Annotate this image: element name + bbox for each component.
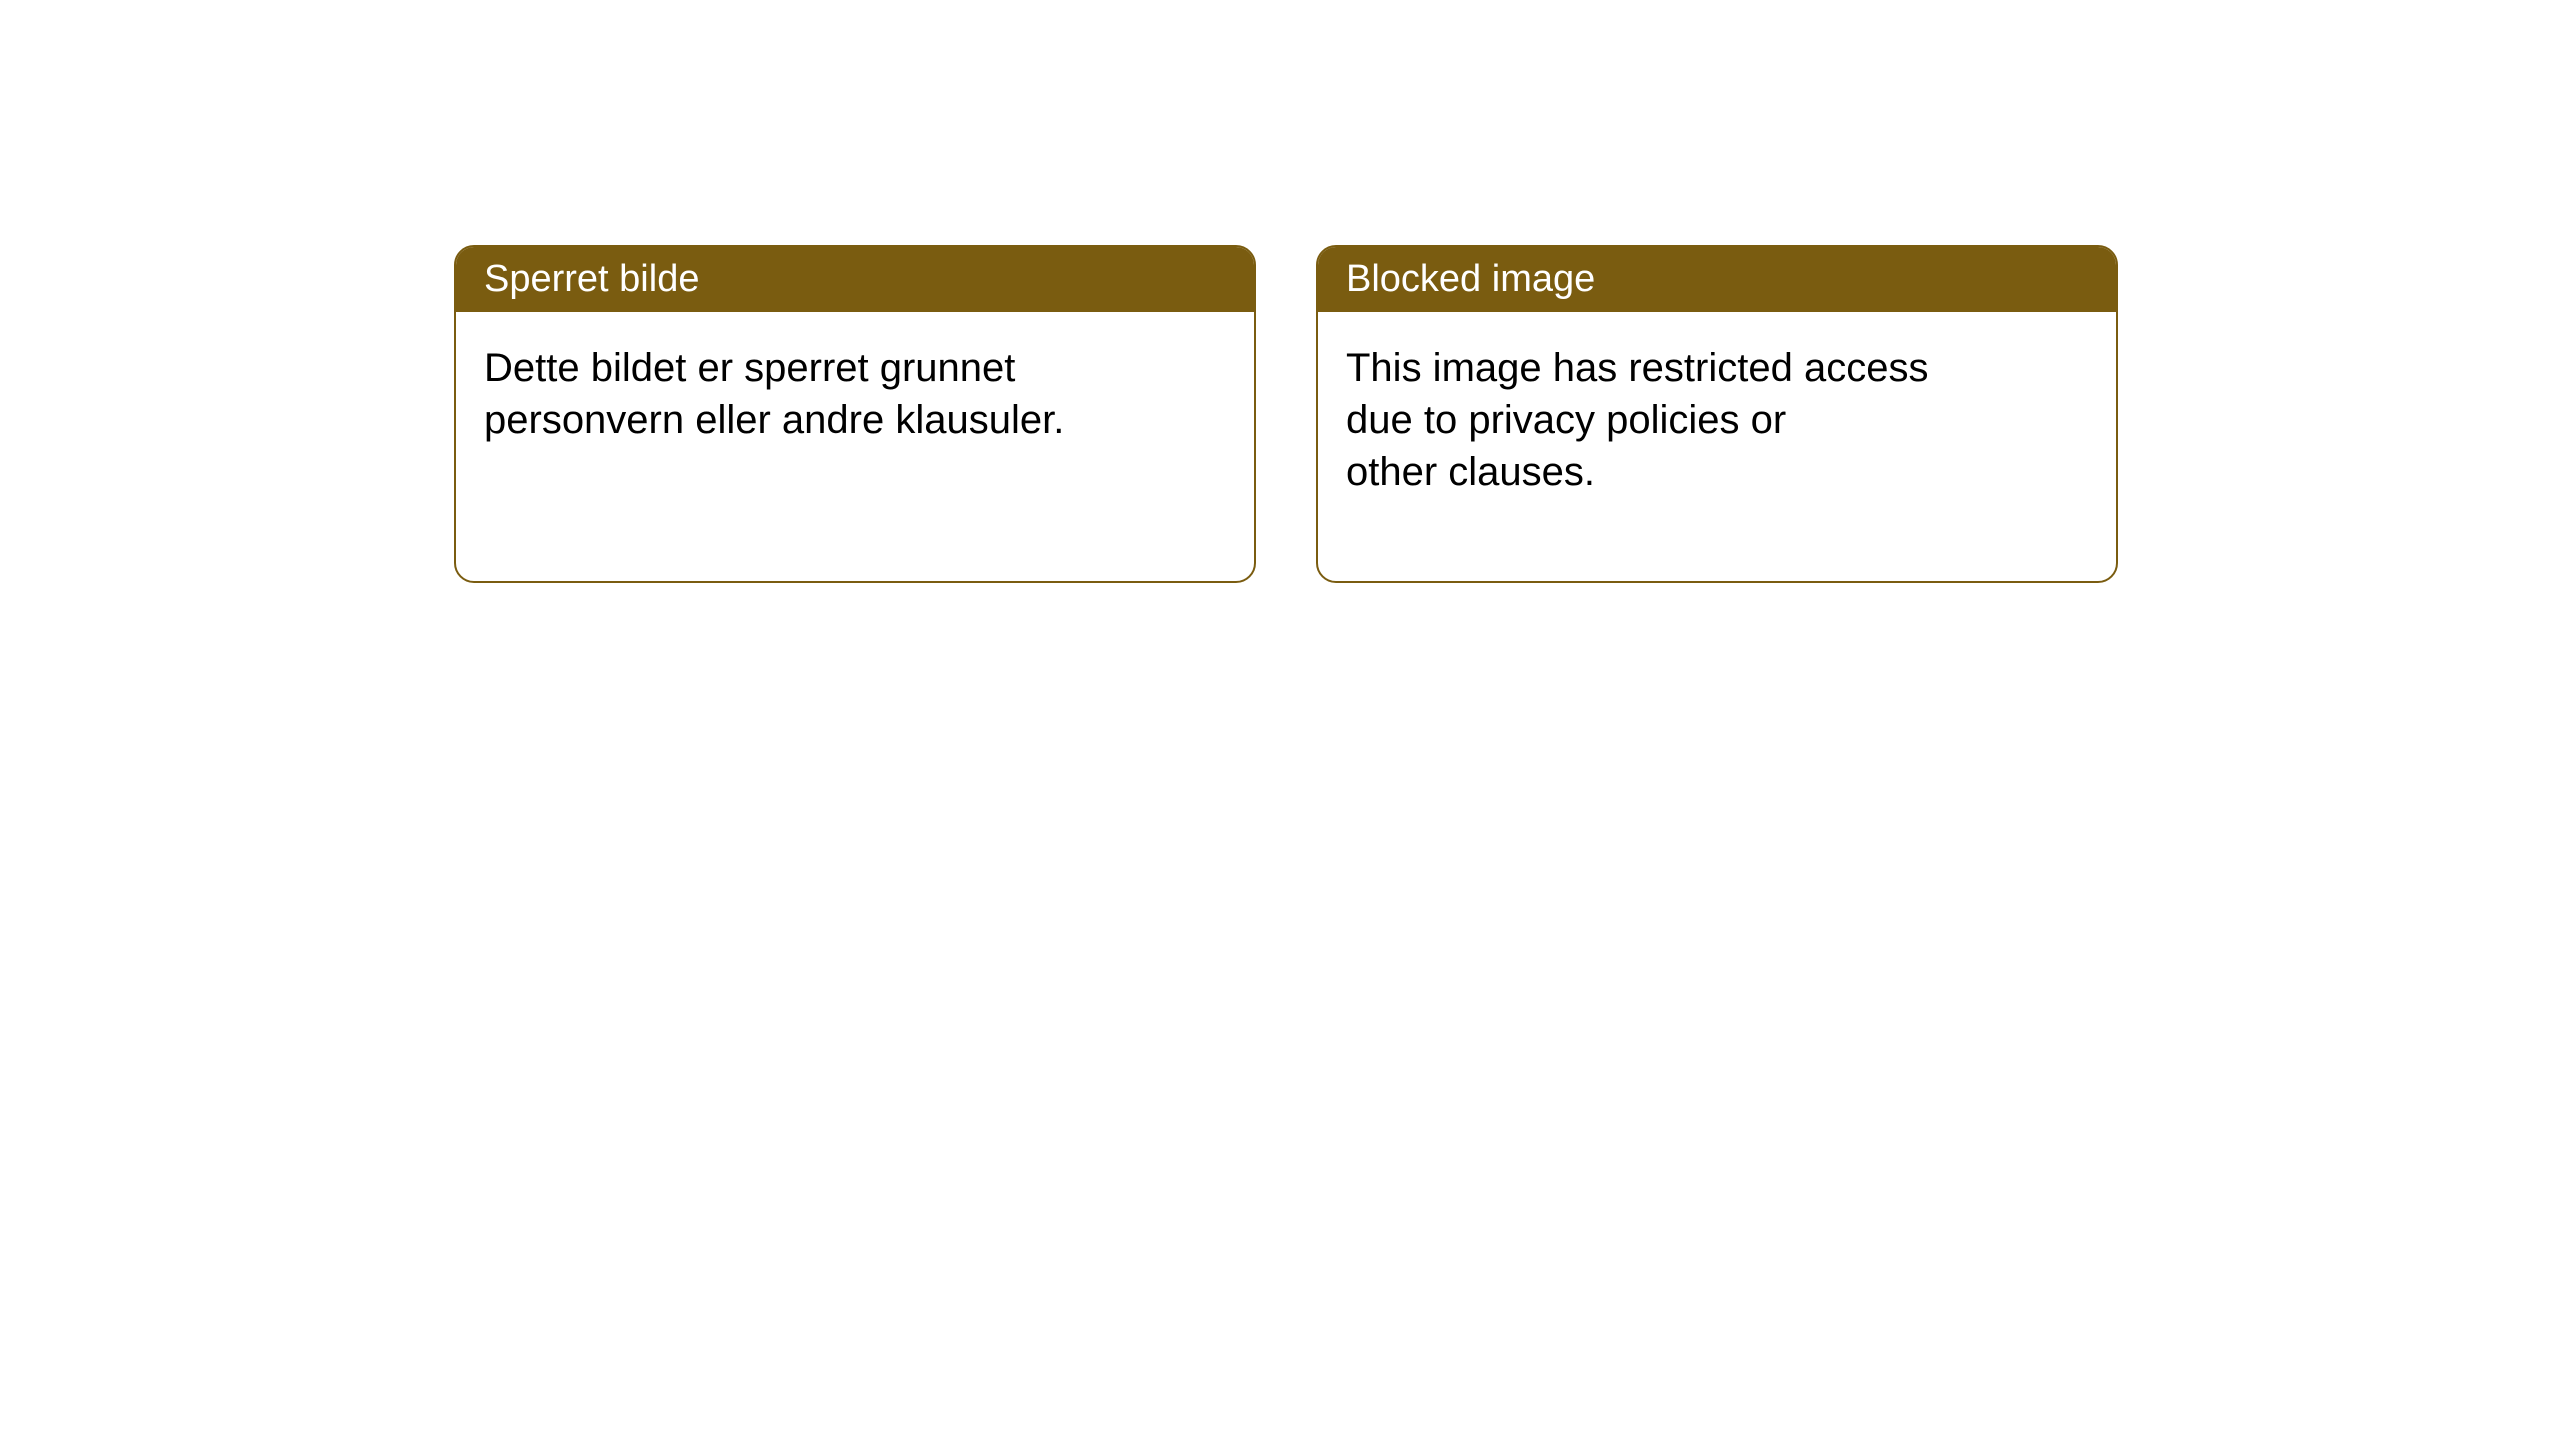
card-body-english: This image has restricted access due to … — [1318, 312, 2116, 528]
card-header-norwegian: Sperret bilde — [456, 247, 1254, 312]
notice-container: Sperret bilde Dette bildet er sperret gr… — [0, 0, 2560, 583]
notice-card-english: Blocked image This image has restricted … — [1316, 245, 2118, 583]
card-body-norwegian: Dette bildet er sperret grunnet personve… — [456, 312, 1254, 476]
card-header-english: Blocked image — [1318, 247, 2116, 312]
notice-card-norwegian: Sperret bilde Dette bildet er sperret gr… — [454, 245, 1256, 583]
